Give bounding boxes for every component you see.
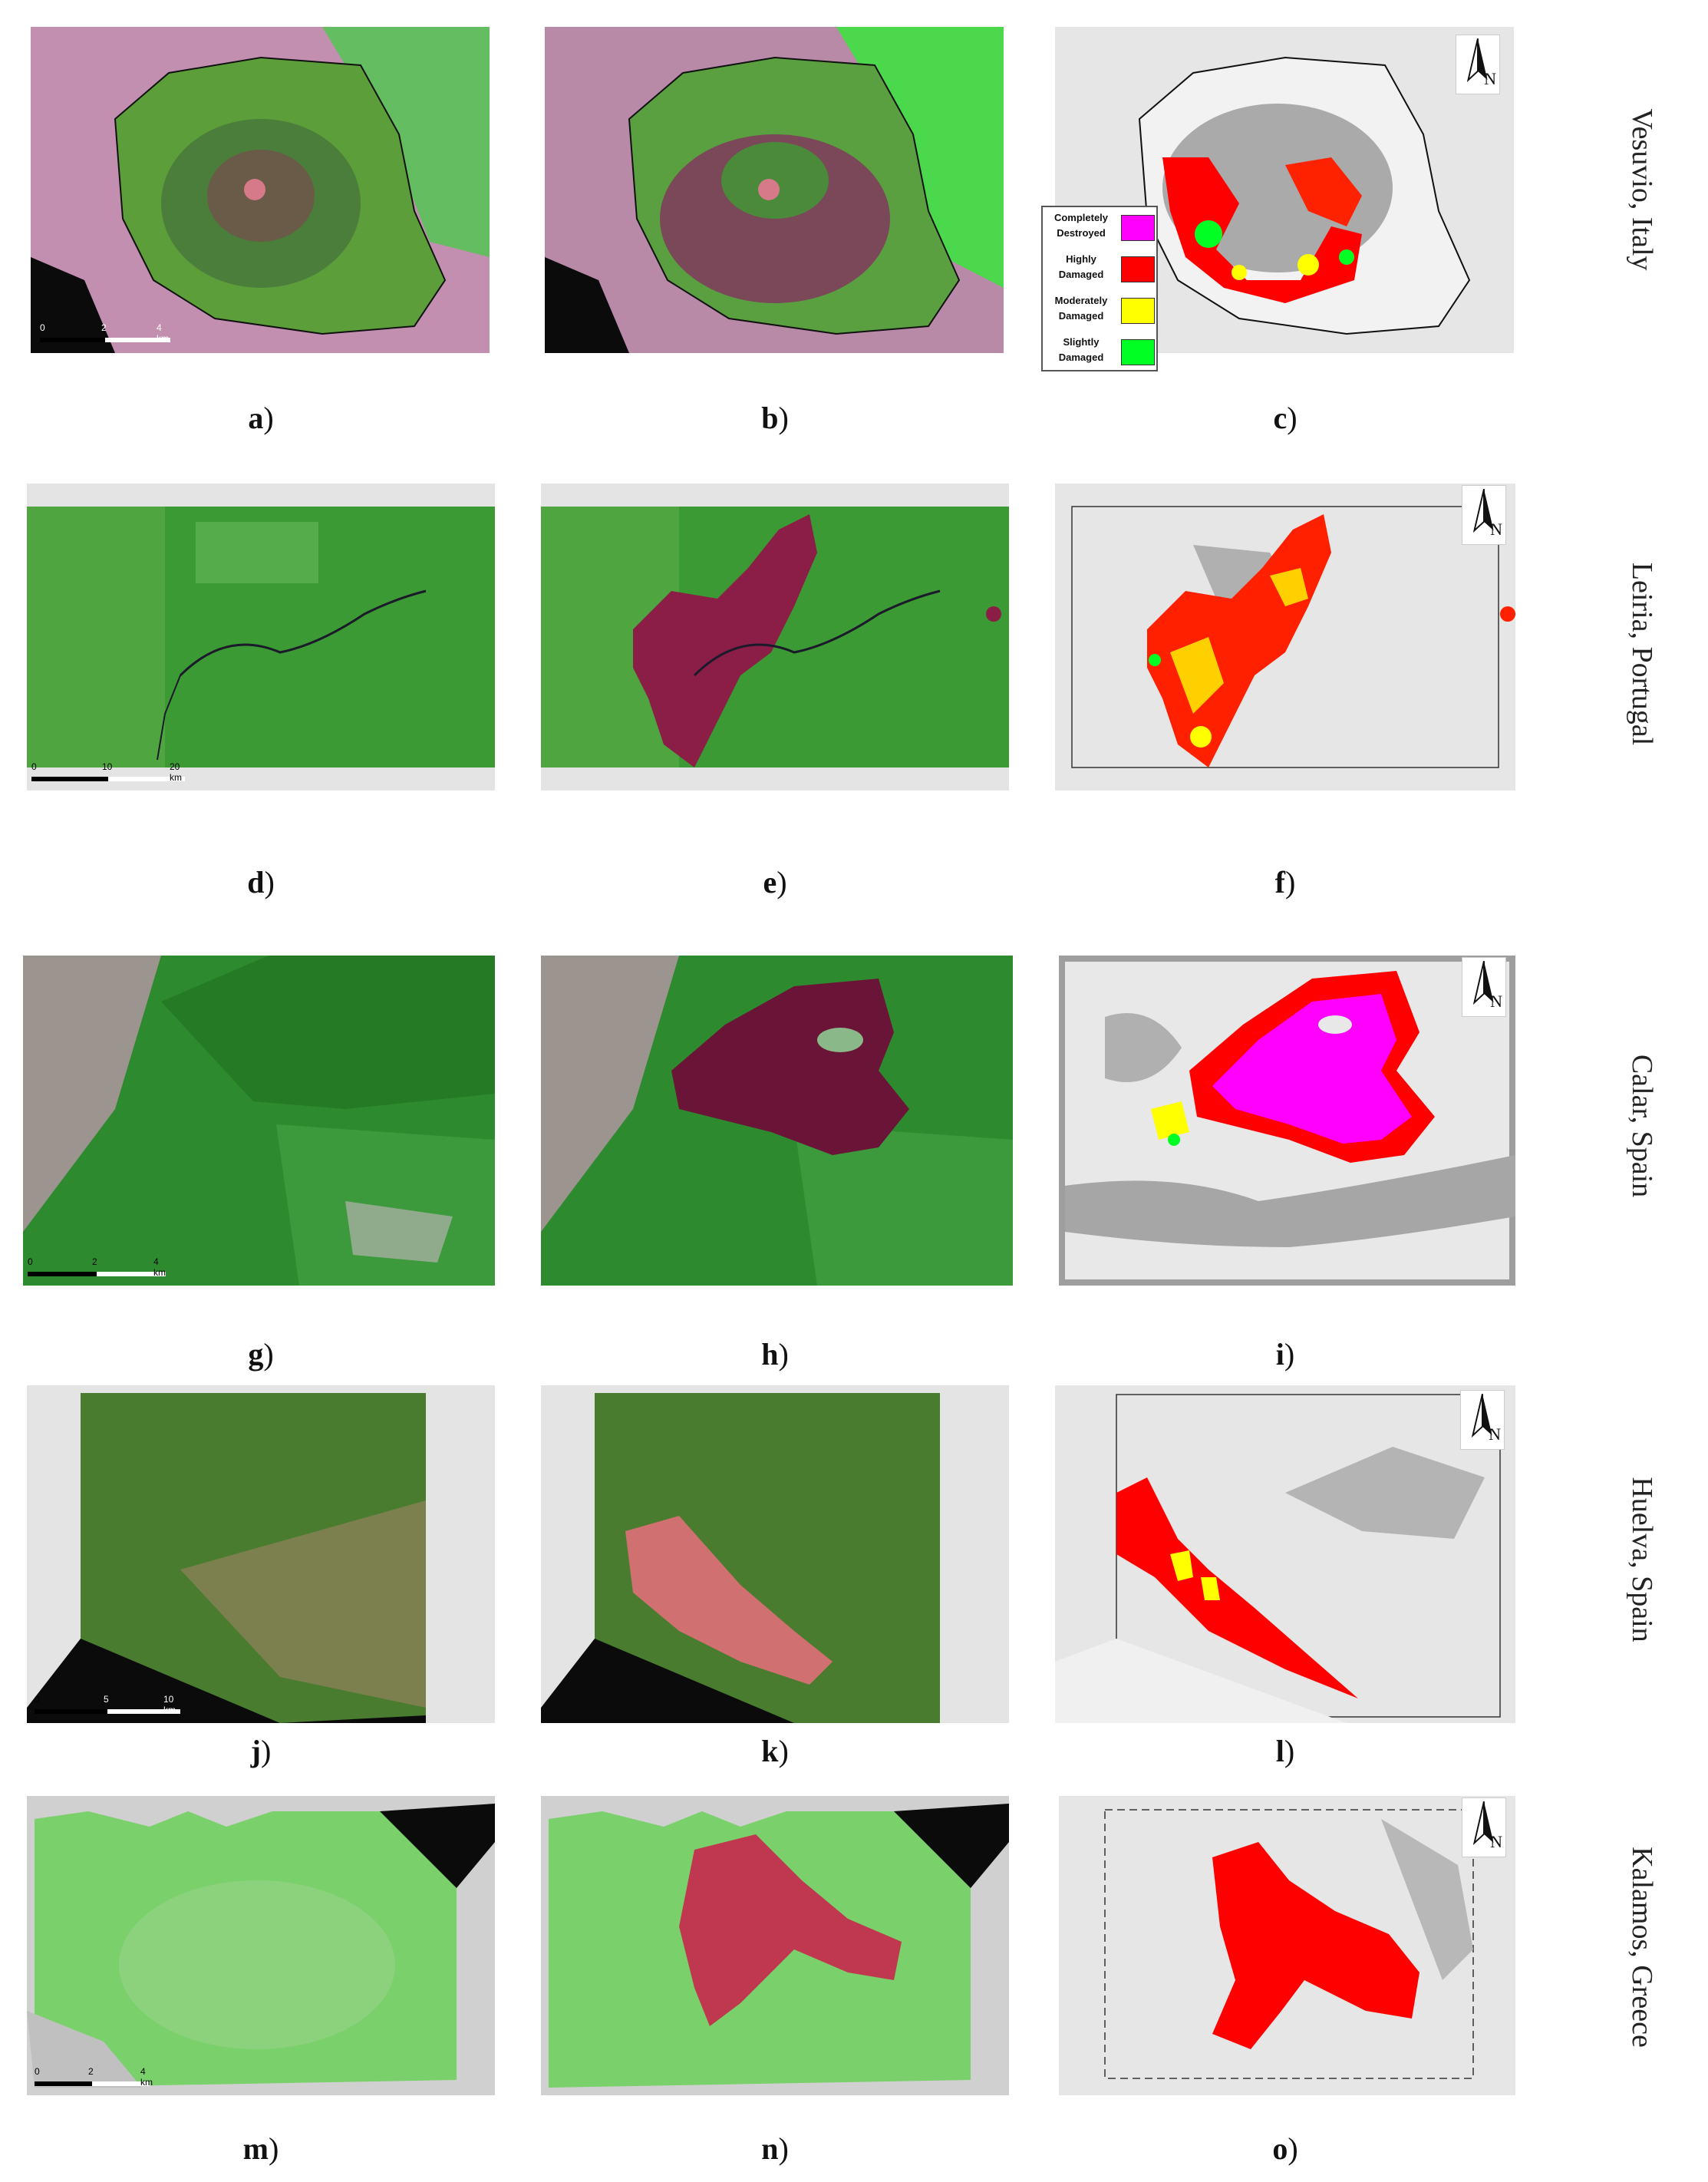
scalebar-d: 0 10 20 km xyxy=(31,761,185,783)
north-arrow-icon xyxy=(1472,1801,1494,1846)
north-arrow-c: N xyxy=(1456,35,1500,94)
panel-f-map: N xyxy=(1055,484,1515,791)
legend-item-highly-damaged: Highly Damaged xyxy=(1043,249,1156,289)
damage-legend: Completely Destroyed Highly Damaged Mode… xyxy=(1041,206,1158,371)
north-label-l: N xyxy=(1489,1424,1501,1444)
panel-label-k: k) xyxy=(761,1734,789,1768)
north-arrow-f: N xyxy=(1462,485,1506,545)
site-label-vesuvio: Vesuvio, Italy xyxy=(1626,108,1658,271)
site-label-calar: Calar, Spain xyxy=(1626,1054,1658,1198)
north-arrow-o: N xyxy=(1462,1797,1506,1857)
panel-h-image xyxy=(541,956,1013,1286)
panel-o-map: N xyxy=(1059,1796,1515,2095)
scalebar-j-0: 0 xyxy=(35,1694,40,1705)
scalebar-j-10: 10 km xyxy=(163,1694,176,1715)
north-arrow-icon xyxy=(1472,960,1494,1005)
panel-label-e: e) xyxy=(763,865,787,900)
scalebar-g: 0 2 4 km xyxy=(28,1256,166,1278)
scalebar-d-20: 20 km xyxy=(170,761,182,783)
scalebar-a: 0 2 4 km xyxy=(40,322,170,344)
north-label-c: N xyxy=(1484,69,1496,88)
panel-b-image xyxy=(545,27,1004,353)
north-arrow-i: N xyxy=(1462,957,1506,1017)
scalebar-g-0: 0 xyxy=(28,1256,33,1267)
panel-j-image: 0 5 10 km xyxy=(27,1385,495,1723)
panel-label-l: l) xyxy=(1275,1734,1295,1768)
scalebar-g-2: 2 xyxy=(92,1256,97,1267)
panel-i-map: N xyxy=(1059,956,1515,1286)
panel-m-image: 0 2 4 km xyxy=(27,1796,495,2095)
panel-a-image: 0 2 4 km xyxy=(31,27,490,353)
panel-label-g: g) xyxy=(248,1337,274,1372)
north-label-o: N xyxy=(1490,1832,1502,1851)
legend-item-completely-destroyed: Completely Destroyed xyxy=(1043,207,1156,247)
legend-label-highly-damaged: Highly Damaged xyxy=(1058,253,1104,280)
panel-l-map: N xyxy=(1055,1385,1515,1723)
legend-item-moderately-damaged: Moderately Damaged xyxy=(1043,290,1156,330)
scalebar-a-0: 0 xyxy=(40,322,45,333)
north-arrow-l: N xyxy=(1460,1390,1505,1450)
panel-label-h: h) xyxy=(761,1337,789,1372)
panel-e-image xyxy=(541,484,1009,791)
panel-d-image: 0 10 20 km xyxy=(27,484,495,791)
panel-label-j: j) xyxy=(250,1734,272,1768)
site-label-huelva: Huelva, Spain xyxy=(1626,1477,1658,1642)
scalebar-m-4: 4 km xyxy=(140,2066,153,2088)
panel-label-b: b) xyxy=(761,401,789,435)
scalebar-a-2: 2 xyxy=(101,322,107,333)
north-label-f: N xyxy=(1490,520,1502,539)
panel-label-m: m) xyxy=(242,2131,279,2166)
site-label-kalamos: Kalamos, Greece xyxy=(1626,1847,1658,2048)
scalebar-m-2: 2 xyxy=(88,2066,94,2077)
legend-swatch-moderately-damaged xyxy=(1121,298,1155,324)
north-arrow-icon xyxy=(1472,488,1494,533)
legend-label-completely-destroyed: Completely Destroyed xyxy=(1053,212,1109,239)
panel-label-d: d) xyxy=(247,865,275,900)
panel-label-a: a) xyxy=(248,401,274,435)
panel-label-o: o) xyxy=(1272,2131,1298,2166)
scalebar-j: 0 5 10 km xyxy=(35,1694,180,1715)
scalebar-m: 0 2 4 km xyxy=(35,2066,153,2088)
panel-label-c: c) xyxy=(1273,401,1297,435)
legend-label-moderately-damaged: Moderately Damaged xyxy=(1054,295,1108,322)
scalebar-d-0: 0 xyxy=(31,761,37,772)
legend-label-slightly-damaged: Slightly Damaged xyxy=(1058,336,1104,363)
panel-label-f: f) xyxy=(1274,865,1296,900)
scalebar-j-5: 5 xyxy=(104,1694,109,1705)
scalebar-m-0: 0 xyxy=(35,2066,40,2077)
panel-label-n: n) xyxy=(761,2131,789,2166)
legend-item-slightly-damaged: Slightly Damaged xyxy=(1043,332,1156,371)
site-label-leiria: Leiria, Portugal xyxy=(1626,562,1658,746)
panel-n-image xyxy=(541,1796,1009,2095)
panel-k-image xyxy=(541,1385,1009,1723)
legend-swatch-slightly-damaged xyxy=(1121,339,1155,365)
north-label-i: N xyxy=(1490,992,1502,1011)
north-arrow-icon xyxy=(1466,38,1488,83)
scalebar-g-4: 4 km xyxy=(153,1256,166,1278)
panel-g-image: 0 2 4 km xyxy=(23,956,495,1286)
north-arrow-icon xyxy=(1471,1393,1492,1438)
legend-swatch-highly-damaged xyxy=(1121,256,1155,282)
panel-label-i: i) xyxy=(1275,1337,1295,1372)
scalebar-d-10: 10 xyxy=(102,761,113,772)
scalebar-a-4: 4 km xyxy=(157,322,169,344)
legend-swatch-completely-destroyed xyxy=(1121,215,1155,241)
